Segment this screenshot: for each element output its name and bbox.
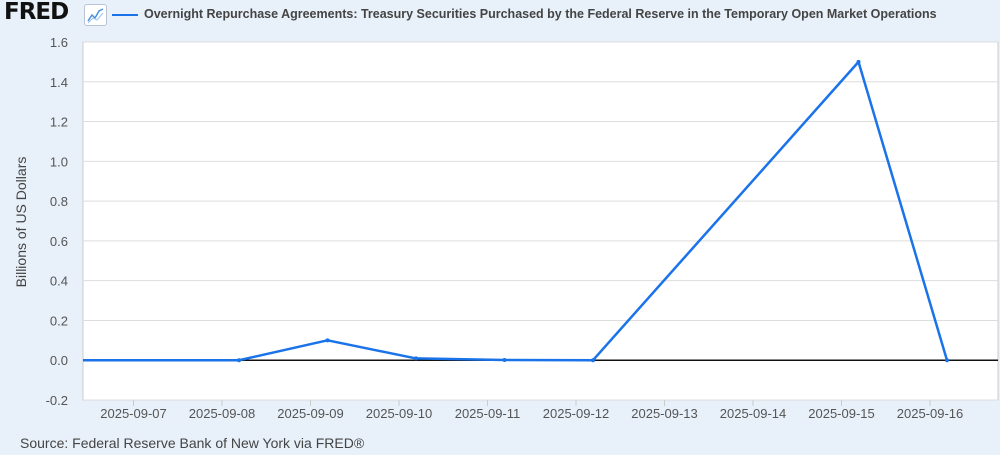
x-tick-label: 2025-09-10 <box>366 406 433 421</box>
y-tick-label: 0.0 <box>50 353 68 368</box>
plot-area <box>82 41 999 401</box>
x-tick-label: 2025-09-14 <box>720 406 787 421</box>
data-point <box>237 358 241 363</box>
fred-logo[interactable]: FRED <box>4 0 69 25</box>
y-tick-label: 0.8 <box>50 194 68 209</box>
y-tick-label: 1.6 <box>50 35 68 50</box>
data-point <box>856 59 861 64</box>
x-tick-label: 2025-09-09 <box>277 406 344 421</box>
x-tick-label: 2025-09-11 <box>455 406 521 421</box>
data-point <box>945 358 949 363</box>
x-tick-label: 2025-09-16 <box>897 406 964 421</box>
source-note: Source: Federal Reserve Bank of New York… <box>20 435 365 451</box>
x-tick-label: 2025-09-15 <box>808 406 875 421</box>
data-point <box>591 358 595 363</box>
x-tick-label: 2025-09-13 <box>631 406 698 421</box>
data-point <box>325 338 330 343</box>
data-point <box>502 358 507 363</box>
x-tick-label: 2025-09-12 <box>543 406 610 421</box>
x-tick-label: 2025-09-08 <box>189 406 256 421</box>
legend-swatch <box>112 13 138 16</box>
data-point <box>414 356 418 361</box>
y-tick-label: -0.2 <box>46 393 68 408</box>
legend: Overnight Repurchase Agreements: Treasur… <box>112 7 937 22</box>
y-axis-title: Billions of US Dollars <box>13 157 29 288</box>
y-tick-label: 0.4 <box>50 274 68 289</box>
legend-label: Overnight Repurchase Agreements: Treasur… <box>144 7 937 21</box>
y-tick-label: 0.2 <box>50 313 68 328</box>
y-tick-label: 1.4 <box>50 75 68 90</box>
x-tick-label: 2025-09-07 <box>100 406 167 421</box>
series-line <box>83 60 949 362</box>
y-tick-label: 1.0 <box>50 154 68 169</box>
y-tick-label: 0.6 <box>50 234 68 249</box>
y-tick-label: 1.2 <box>50 115 68 130</box>
line-chart-icon[interactable] <box>84 4 107 26</box>
